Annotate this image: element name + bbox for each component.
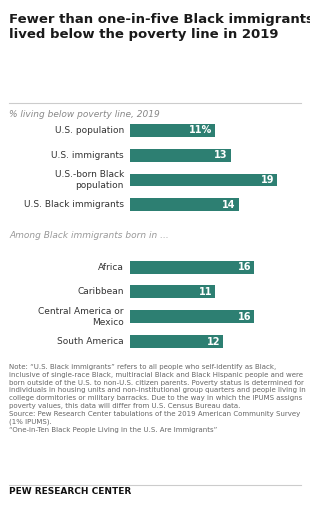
Bar <box>130 149 231 162</box>
Text: U.S. immigrants: U.S. immigrants <box>51 151 124 160</box>
Text: 14: 14 <box>222 200 236 210</box>
Text: Central America or
Mexico: Central America or Mexico <box>38 307 124 326</box>
Bar <box>130 173 277 187</box>
Bar <box>130 124 215 137</box>
Bar <box>130 310 254 323</box>
Bar <box>130 199 239 211</box>
Text: U.S.-born Black
population: U.S.-born Black population <box>55 170 124 190</box>
Text: Fewer than one-in-five Black immigrants
lived below the poverty line in 2019: Fewer than one-in-five Black immigrants … <box>9 13 310 42</box>
Text: 11%: 11% <box>189 125 212 135</box>
Bar <box>130 285 215 299</box>
Text: South America: South America <box>57 337 124 346</box>
Text: Africa: Africa <box>98 263 124 271</box>
Text: 16: 16 <box>237 262 251 272</box>
Text: U.S. population: U.S. population <box>55 126 124 135</box>
Text: % living below poverty line, 2019: % living below poverty line, 2019 <box>9 110 160 120</box>
Text: 19: 19 <box>261 175 274 185</box>
Text: 13: 13 <box>214 150 228 160</box>
Text: 11: 11 <box>199 287 212 297</box>
Text: PEW RESEARCH CENTER: PEW RESEARCH CENTER <box>9 487 131 497</box>
Text: U.S. Black immigrants: U.S. Black immigrants <box>24 201 124 209</box>
Bar <box>130 261 254 273</box>
Text: 12: 12 <box>206 337 220 347</box>
Text: Among Black immigrants born in ...: Among Black immigrants born in ... <box>9 231 169 241</box>
Text: Caribbean: Caribbean <box>78 287 124 297</box>
Bar <box>130 335 223 348</box>
Text: 16: 16 <box>237 312 251 322</box>
Text: Note: “U.S. Black immigrants” refers to all people who self-identify as Black, i: Note: “U.S. Black immigrants” refers to … <box>9 364 306 433</box>
